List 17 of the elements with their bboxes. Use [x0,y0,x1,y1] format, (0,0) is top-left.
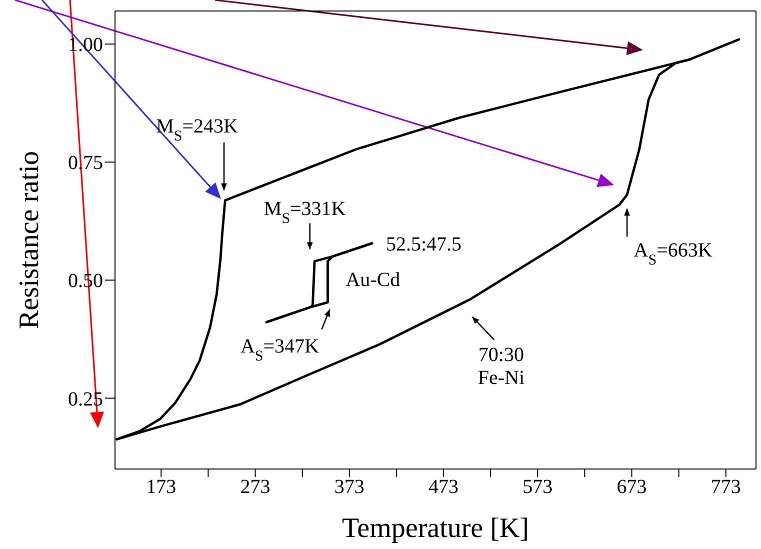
x-tick-label: 673 [616,476,647,498]
annotation: A$_{S}$=663K [634,240,713,269]
x-tick-label: 273 [240,476,270,498]
x-tick-label: 573 [522,476,553,498]
annotation: M$_{S}$=331K [264,198,346,228]
annotation: Au-Cd [346,269,400,292]
x-axis-title: Temperature [K] [342,513,529,544]
y-axis-title: Resistance ratio [14,150,45,330]
annotation: 52.5:47.5 [386,233,462,256]
annotation: 70:30 [478,344,524,366]
annotation: A$_{S}$=347K [240,335,320,364]
annotation: Fe-Ni [478,366,525,389]
x-tick-label: 173 [146,476,176,498]
x-tick-label: 473 [428,476,458,498]
x-tick-label: 373 [334,476,364,498]
annotation: M$_{S}$=243K [156,115,238,144]
x-tick-label: 773 [710,476,741,498]
